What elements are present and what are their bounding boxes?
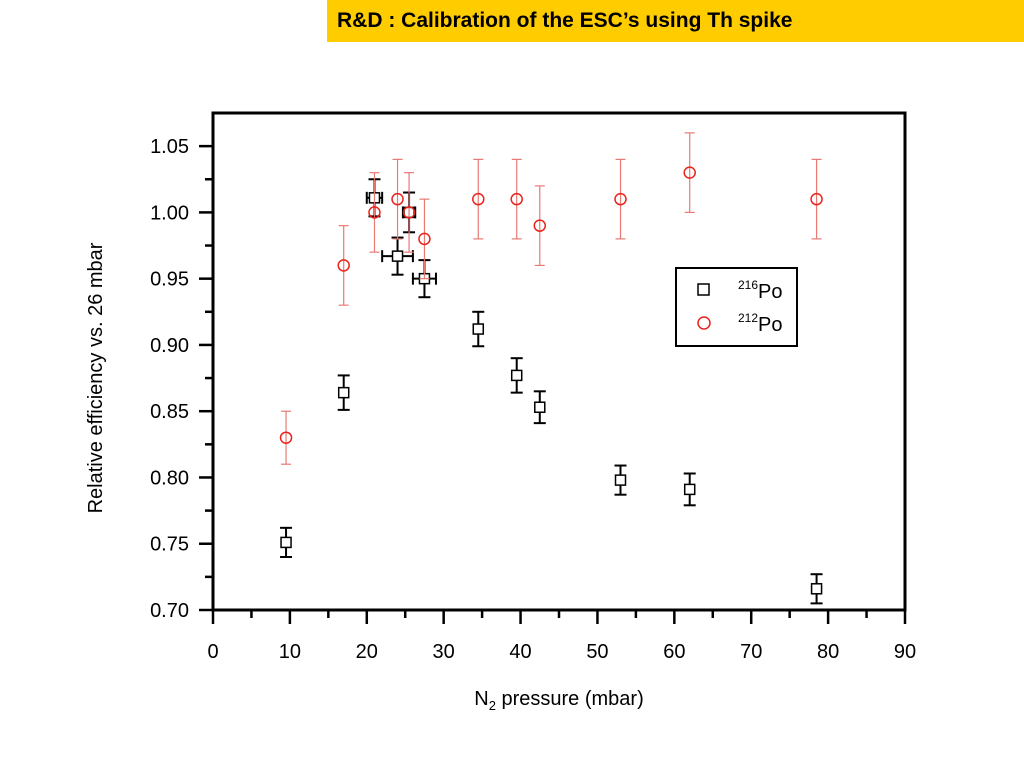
data-point-212po	[279, 410, 293, 465]
marker-circle	[614, 192, 627, 206]
marker-circle	[402, 206, 416, 219]
data-point-212po	[472, 158, 485, 240]
data-point-212po	[510, 158, 523, 240]
data-point-216po	[472, 310, 485, 348]
marker-circle	[683, 166, 696, 179]
marker-square	[683, 483, 696, 496]
data-series	[279, 132, 823, 605]
data-point-216po	[280, 526, 293, 558]
slide-title: R&D : Calibration of the ESC’s using Th …	[337, 9, 793, 32]
x-axis-ticks: 0 10 20 30 40 50 60 70 80 90	[207, 610, 916, 663]
data-point-216po	[533, 390, 546, 425]
x-tick-label: 70	[740, 641, 762, 663]
x-axis-label-prefix: N	[474, 688, 488, 710]
data-point-212po	[810, 158, 823, 240]
plot-frame	[211, 111, 907, 612]
x-axis-label: N2 pressure (mbar)	[474, 688, 644, 713]
data-point-216po	[614, 464, 627, 496]
data-point-212po	[683, 132, 696, 213]
x-tick-label: 80	[817, 641, 839, 663]
x-tick-label: 40	[509, 641, 531, 663]
marker-circle	[472, 192, 485, 206]
legend-item-216po: 216Po	[738, 278, 783, 303]
marker-square	[391, 250, 404, 262]
data-point-212po	[391, 158, 404, 240]
y-tick-label: 0.85	[150, 401, 189, 423]
y-tick-label: 0.95	[150, 269, 189, 291]
data-point-212po	[337, 225, 350, 306]
marker-square	[337, 386, 350, 399]
legend-216po-superscript: 216	[738, 278, 758, 292]
x-tick-label: 10	[279, 641, 301, 663]
data-point-212po	[402, 172, 416, 253]
legend-square-marker	[697, 283, 710, 296]
y-axis-label: Relative efficiency vs. 26 mbar	[85, 242, 107, 513]
y-tick-label: 1.05	[150, 136, 189, 158]
data-point-216po	[683, 472, 696, 507]
marker-circle	[368, 206, 381, 219]
x-tick-label: 60	[663, 641, 685, 663]
legend-box	[675, 267, 798, 347]
marker-square	[614, 474, 627, 486]
x-tick-label: 0	[207, 641, 218, 663]
x-axis-label-suffix: pressure (mbar)	[496, 688, 644, 710]
data-point-212po	[418, 198, 431, 280]
y-tick-label: 0.75	[150, 534, 189, 556]
marker-circle	[391, 192, 404, 206]
data-point-212po	[368, 172, 381, 253]
data-point-216po	[510, 357, 523, 394]
marker-square	[510, 369, 523, 382]
marker-circle	[533, 219, 547, 232]
marker-circle	[337, 259, 350, 272]
data-point-216po	[381, 236, 414, 276]
slide-title-bar: R&D : Calibration of the ESC’s using Th …	[327, 0, 1024, 42]
y-tick-label: 0.90	[150, 335, 189, 357]
data-point-212po	[614, 158, 627, 240]
y-tick-label: 0.80	[150, 467, 189, 489]
data-point-212po	[533, 185, 547, 267]
legend-216po-text: Po	[758, 281, 782, 303]
x-tick-label: 30	[433, 641, 455, 663]
marker-circle	[810, 192, 823, 206]
marker-circle	[510, 192, 523, 206]
marker-square	[810, 583, 823, 595]
x-axis-label-subscript: 2	[489, 698, 496, 713]
y-tick-label: 1.00	[150, 202, 189, 224]
legend-circle-marker	[697, 316, 711, 330]
data-point-216po	[810, 573, 823, 605]
legend: 216Po 212Po	[675, 267, 798, 347]
x-tick-label: 50	[586, 641, 608, 663]
x-tick-label: 90	[894, 641, 916, 663]
marker-square	[280, 536, 292, 549]
marker-square	[472, 323, 485, 335]
data-point-216po	[337, 374, 350, 411]
legend-212po-superscript: 212	[738, 311, 758, 325]
legend-212po-text: Po	[758, 314, 782, 336]
marker-circle	[279, 431, 293, 444]
marker-circle	[418, 232, 431, 246]
x-tick-label: 20	[356, 641, 378, 663]
legend-item-212po: 212Po	[738, 311, 783, 336]
marker-square	[534, 401, 546, 413]
y-tick-label: 0.70	[150, 600, 189, 622]
y-axis-ticks: 0.70 0.75 0.80 0.85 0.90 0.95 1.00 1.05	[150, 136, 213, 622]
